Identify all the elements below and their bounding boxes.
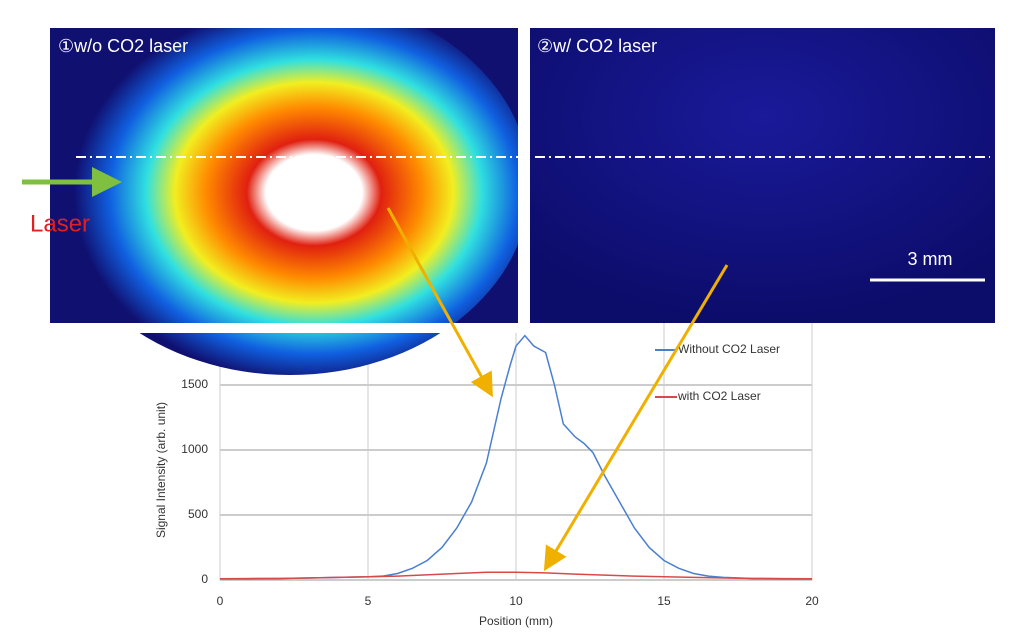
legend-label: Without CO2 Laser: [678, 342, 780, 356]
pointer-arrow: [543, 264, 729, 572]
images: ①w/o CO2 laser ②w/ CO2 laser 3 mm Laser: [0, 0, 995, 572]
mask: [50, 0, 530, 28]
mask: [50, 323, 518, 333]
mask: [0, 0, 50, 330]
image-background: [530, 28, 995, 323]
y-axis-label: Signal Intensity (arb. unit): [154, 402, 168, 538]
x-tick-label: 5: [365, 594, 372, 608]
y-tick-label: 500: [188, 507, 208, 521]
y-tick-label: 1500: [181, 377, 208, 391]
x-tick-label: 0: [217, 594, 224, 608]
x-axis-label: Position (mm): [479, 614, 553, 628]
x-tick-label: 20: [805, 594, 819, 608]
beam-spot: [50, 0, 530, 375]
legend-label: with CO2 Laser: [677, 389, 761, 403]
x-tick-label: 10: [509, 594, 523, 608]
laser-label: Laser: [30, 210, 90, 237]
data-line: [219, 571, 813, 580]
image-label: ①w/o CO2 laser: [58, 36, 188, 56]
pointer-arrow: [386, 207, 493, 398]
mask: [518, 0, 530, 330]
scale-bar-label: 3 mm: [908, 249, 953, 269]
y-tick-label: 1000: [181, 442, 208, 456]
x-tick-label: 15: [657, 594, 671, 608]
y-tick-label: 0: [201, 572, 208, 586]
image-label: ②w/ CO2 laser: [537, 36, 657, 56]
